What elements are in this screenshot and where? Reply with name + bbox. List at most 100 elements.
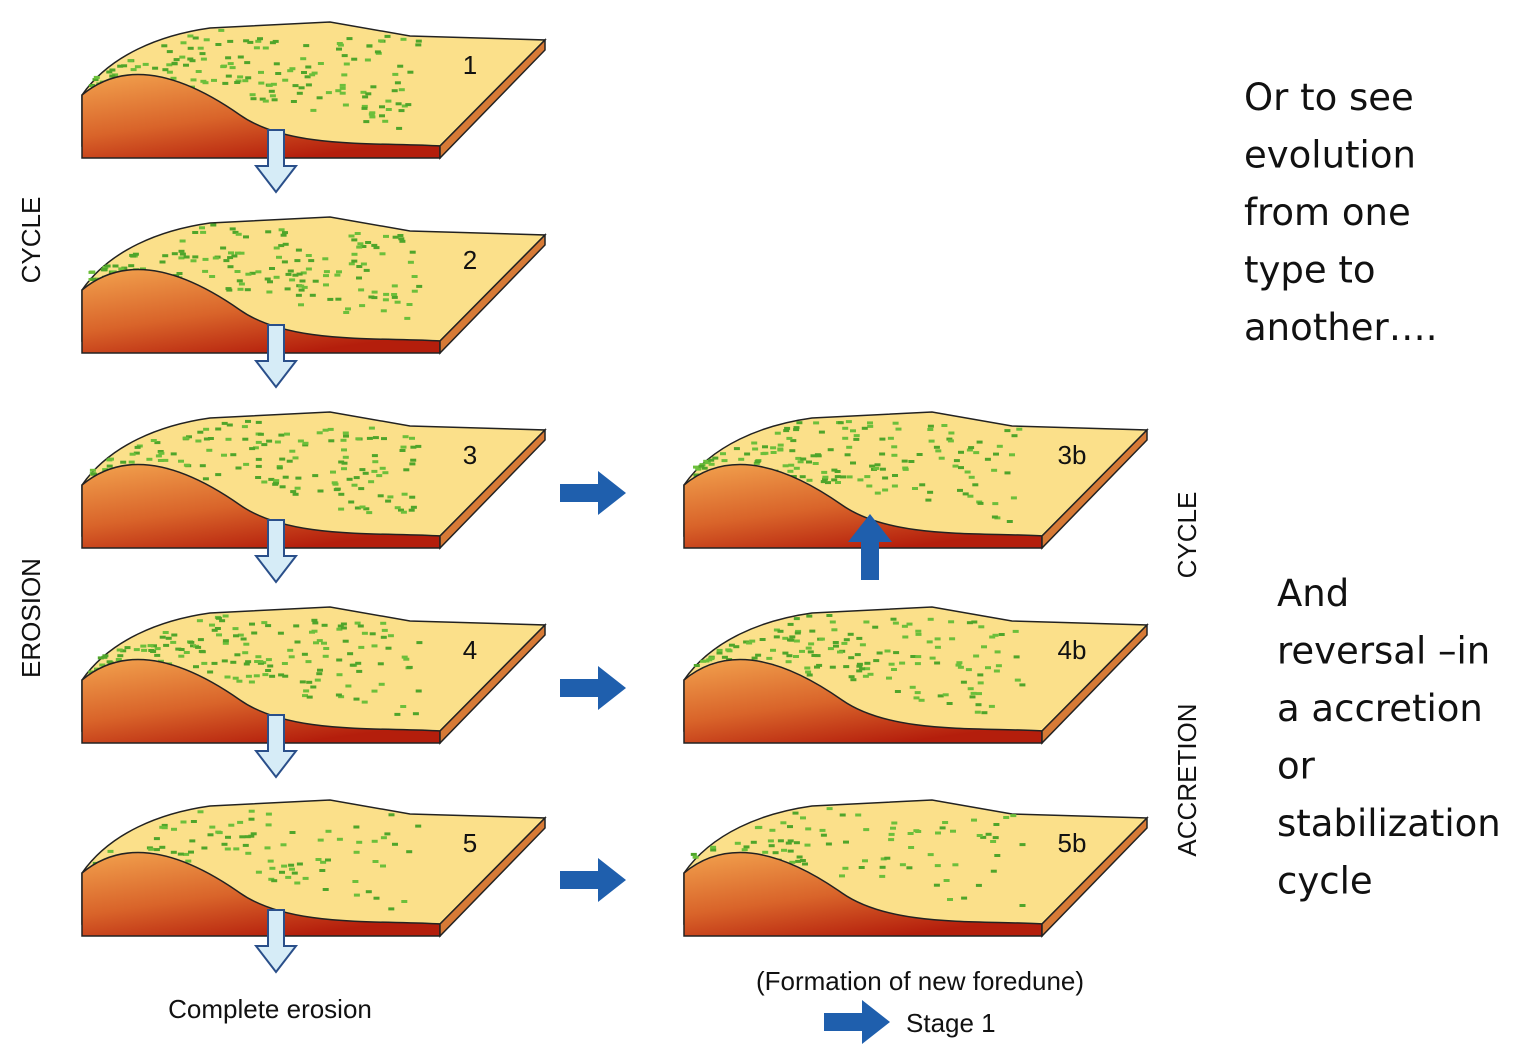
vegetation bbox=[249, 623, 255, 626]
vegetation bbox=[198, 47, 204, 50]
vegetation bbox=[269, 675, 275, 678]
vegetation bbox=[416, 641, 422, 644]
vegetation bbox=[131, 68, 137, 71]
vegetation bbox=[272, 98, 278, 101]
vegetation bbox=[306, 268, 312, 271]
vegetation bbox=[1004, 429, 1010, 432]
vegetation bbox=[288, 270, 294, 273]
vegetation bbox=[796, 421, 802, 424]
vegetation bbox=[269, 867, 275, 870]
vegetation bbox=[833, 641, 839, 644]
vegetation bbox=[285, 876, 291, 879]
vegetation bbox=[940, 826, 946, 829]
vegetation bbox=[895, 690, 901, 693]
vegetation bbox=[275, 441, 281, 444]
vegetation bbox=[291, 100, 297, 103]
vegetation bbox=[971, 692, 977, 695]
vegetation bbox=[273, 40, 279, 43]
vegetation bbox=[323, 274, 329, 277]
vegetation bbox=[343, 104, 349, 107]
vegetation bbox=[903, 468, 909, 471]
vegetation bbox=[289, 655, 295, 658]
vegetation bbox=[826, 843, 832, 846]
vegetation bbox=[178, 460, 184, 463]
vegetation bbox=[825, 481, 831, 484]
vegetation bbox=[233, 634, 239, 637]
vegetation bbox=[788, 839, 794, 842]
vegetation bbox=[341, 627, 347, 630]
vegetation bbox=[203, 477, 209, 480]
vegetation bbox=[843, 665, 849, 668]
vegetation bbox=[225, 56, 231, 59]
vegetation bbox=[400, 705, 406, 708]
vegetation bbox=[278, 434, 284, 437]
vegetation bbox=[928, 618, 934, 621]
vegetation bbox=[354, 476, 360, 479]
side-label: CYCLE bbox=[1172, 492, 1202, 579]
vegetation bbox=[808, 642, 814, 645]
vegetation bbox=[317, 96, 323, 99]
vegetation bbox=[306, 254, 312, 257]
vegetation bbox=[183, 64, 189, 67]
vegetation bbox=[352, 484, 358, 487]
vegetation bbox=[255, 40, 261, 43]
vegetation bbox=[209, 624, 215, 627]
vegetation bbox=[230, 227, 236, 230]
vegetation bbox=[265, 669, 271, 672]
vegetation bbox=[866, 485, 872, 488]
vegetation bbox=[929, 440, 935, 443]
vegetation bbox=[243, 643, 249, 646]
vegetation bbox=[884, 857, 890, 860]
vegetation bbox=[193, 37, 199, 40]
vegetation bbox=[336, 659, 342, 662]
vegetation bbox=[387, 495, 393, 498]
vegetation bbox=[797, 856, 803, 859]
vegetation bbox=[372, 840, 378, 843]
dune-block: 2 bbox=[82, 217, 545, 353]
vegetation bbox=[910, 686, 916, 689]
vegetation bbox=[295, 641, 301, 644]
vegetation bbox=[249, 681, 255, 684]
vegetation bbox=[880, 866, 886, 869]
vegetation bbox=[203, 81, 209, 84]
vegetation bbox=[245, 273, 251, 276]
vegetation bbox=[725, 648, 731, 651]
vegetation bbox=[268, 860, 274, 863]
vegetation bbox=[842, 867, 848, 870]
vegetation bbox=[789, 449, 795, 452]
vegetation bbox=[821, 471, 827, 474]
vegetation bbox=[327, 298, 333, 301]
vegetation bbox=[800, 816, 806, 819]
vegetation bbox=[256, 441, 262, 444]
vegetation bbox=[323, 283, 329, 286]
vegetation bbox=[308, 259, 314, 262]
vegetation bbox=[999, 633, 1005, 636]
vegetation bbox=[969, 476, 975, 479]
vegetation bbox=[879, 453, 885, 456]
vegetation bbox=[311, 619, 317, 622]
vegetation bbox=[210, 224, 216, 227]
vegetation bbox=[916, 633, 922, 636]
vegetation bbox=[1003, 816, 1009, 819]
vegetation bbox=[807, 674, 813, 677]
vegetation bbox=[967, 621, 973, 624]
vegetation bbox=[184, 256, 190, 259]
vegetation bbox=[266, 823, 272, 826]
vegetation bbox=[382, 629, 388, 632]
vegetation bbox=[296, 294, 302, 297]
vegetation bbox=[178, 655, 184, 658]
vegetation bbox=[152, 67, 158, 70]
vegetation bbox=[295, 477, 301, 480]
vegetation bbox=[788, 639, 794, 642]
vegetation bbox=[243, 235, 249, 238]
vegetation bbox=[321, 642, 327, 645]
vegetation bbox=[840, 814, 846, 817]
vegetation bbox=[376, 474, 382, 477]
vegetation bbox=[1010, 814, 1016, 817]
vegetation bbox=[265, 846, 271, 849]
vegetation bbox=[341, 73, 347, 76]
vegetation bbox=[105, 265, 111, 268]
vegetation bbox=[388, 634, 394, 637]
vegetation bbox=[218, 29, 224, 32]
vegetation bbox=[279, 871, 285, 874]
